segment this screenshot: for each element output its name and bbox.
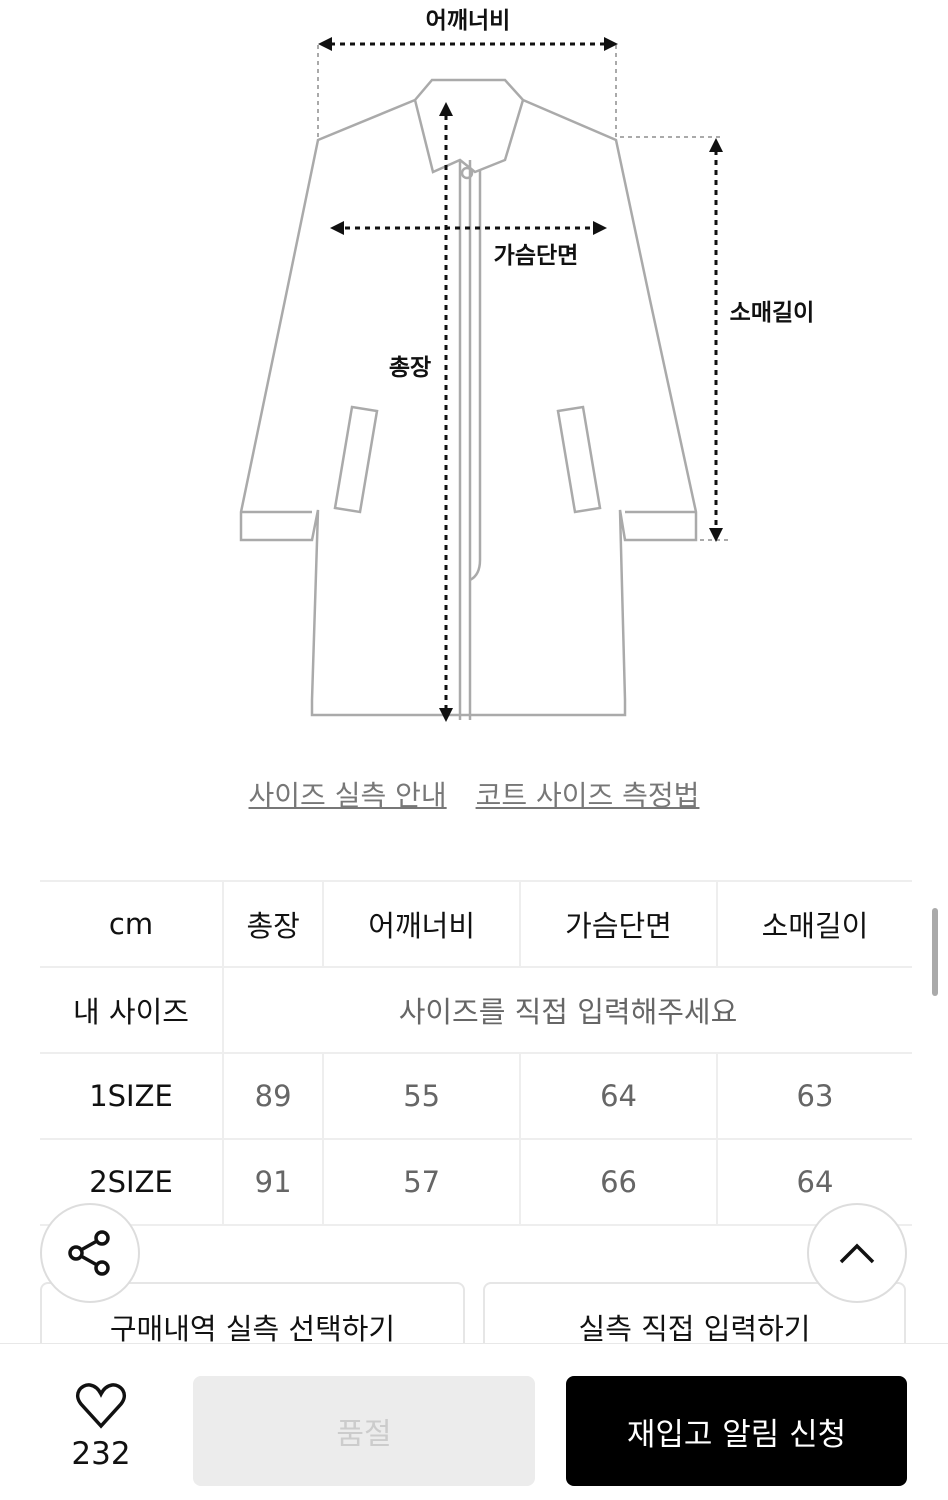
cell: 63: [715, 1052, 912, 1140]
size-links: 사이즈 실측 안내 코트 사이즈 측정법: [0, 774, 948, 814]
table-row: 2SIZE 91 57 66 64: [40, 1138, 912, 1226]
sold-out-button: 품절: [193, 1376, 535, 1486]
my-size-input[interactable]: 사이즈를 직접 입력해주세요: [222, 966, 912, 1054]
coat-measurement-diagram: 어깨너비 가슴단면 총장 소매길이: [239, 8, 815, 722]
header-shoulder: 어깨너비: [322, 880, 522, 968]
cell: 57: [322, 1138, 522, 1226]
table-header-row: cm 총장 어깨너비 가슴단면 소매길이: [40, 880, 912, 968]
my-size-label: 내 사이즈: [40, 966, 224, 1054]
length-label: 총장: [389, 355, 431, 381]
size-name: 1SIZE: [40, 1052, 224, 1140]
restock-alert-button[interactable]: 재입고 알림 신청: [566, 1376, 907, 1486]
chest-label: 가슴단면: [494, 243, 579, 269]
my-size-row: 내 사이즈 사이즈를 직접 입력해주세요: [40, 966, 912, 1054]
like-count: 232: [71, 1436, 131, 1472]
cell: 66: [519, 1138, 718, 1226]
header-chest: 가슴단면: [519, 880, 718, 968]
share-icon: [68, 1230, 110, 1276]
size-guide-link[interactable]: 사이즈 실측 안내: [248, 779, 447, 812]
cell: 64: [519, 1052, 718, 1140]
scroll-top-button[interactable]: [807, 1203, 907, 1303]
heart-icon: [76, 1383, 126, 1429]
cell: 91: [221, 1138, 325, 1226]
size-table: cm 총장 어깨너비 가슴단면 소매길이 내 사이즈 사이즈를 직접 입력해주세…: [40, 880, 912, 1226]
chevron-up-icon: [839, 1243, 875, 1264]
header-unit: cm: [40, 880, 224, 968]
scrollbar[interactable]: [932, 908, 938, 996]
cell: 89: [221, 1052, 325, 1140]
share-button[interactable]: [40, 1203, 140, 1303]
header-length: 총장: [221, 880, 325, 968]
bottom-bar: 232 품절 재입고 알림 신청: [0, 1343, 948, 1500]
coat-method-link[interactable]: 코트 사이즈 측정법: [475, 779, 700, 812]
like-button[interactable]: 232: [60, 1382, 142, 1472]
header-sleeve: 소매길이: [715, 880, 912, 968]
cell: 55: [322, 1052, 522, 1140]
sleeve-label: 소매길이: [730, 300, 815, 326]
table-row: 1SIZE 89 55 64 63: [40, 1052, 912, 1140]
shoulder-label: 어깨너비: [426, 8, 511, 34]
